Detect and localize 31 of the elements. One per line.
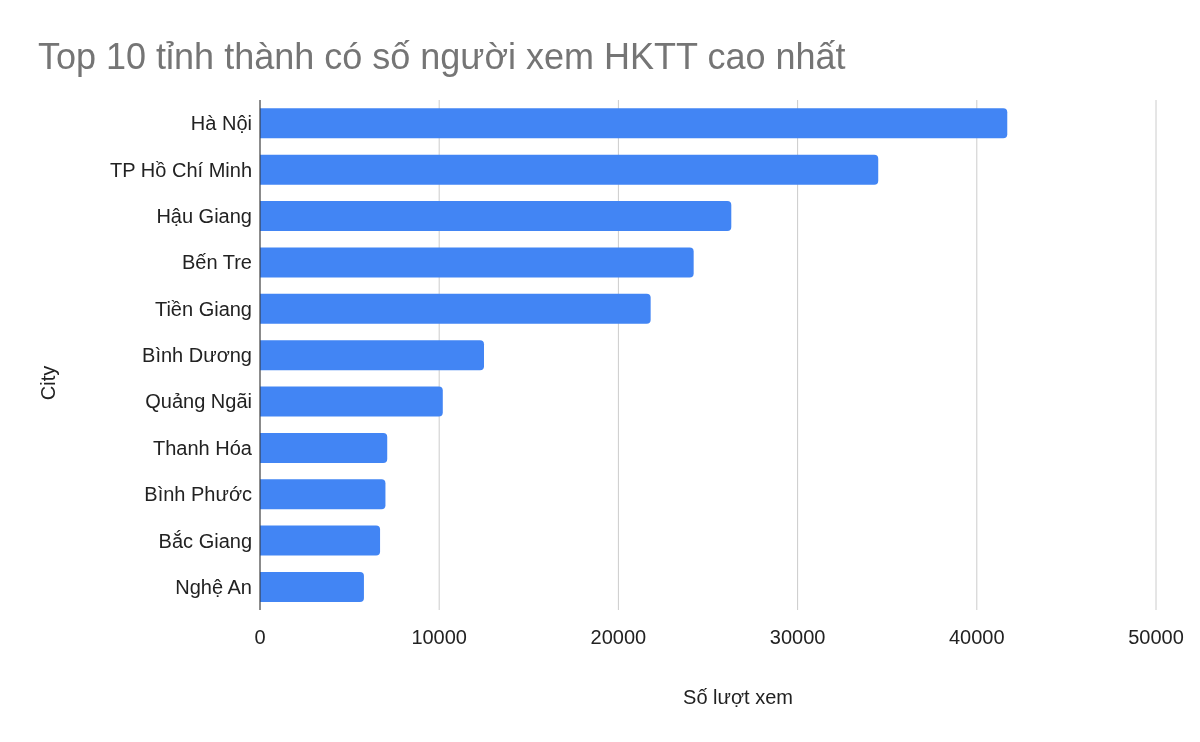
bar [260,525,381,556]
x-tick-label: 0 [254,626,266,649]
y-tick-label: Quảng Ngãi [145,390,252,413]
bar [260,293,651,324]
bar [260,108,1008,139]
chart-title: Top 10 tỉnh thành có số người xem HKTT cao nhất [38,36,846,78]
bar [260,432,388,463]
bar [260,247,694,278]
bar [260,386,443,417]
x-tick-label: 20000 [590,626,647,649]
x-tick-label: 50000 [1128,626,1184,649]
x-axis-title: Số lượt xem [682,686,794,709]
y-axis-title: City [36,365,60,401]
y-tick-label: Hậu Giang [156,205,252,228]
y-tick-label: Bình Dương [142,344,252,367]
bar [260,479,386,510]
x-tick-label: 30000 [769,626,826,649]
y-tick-label: Bến Tre [181,251,252,274]
x-tick-label: 40000 [948,626,1005,649]
x-tick-label: 10000 [411,626,468,649]
y-tick-label: Bắc Giang [158,529,252,552]
bar [260,154,879,185]
bar [260,571,364,602]
y-tick-label: Nghệ An [175,575,252,598]
bar [260,201,732,232]
bar [260,340,484,371]
y-tick-label: Tiền Giang [154,297,252,320]
y-tick-label: Thanh Hóa [153,436,253,459]
y-tick-label: Hà Nội [190,112,252,135]
y-tick-label: Bình Phước [144,483,252,506]
y-tick-label: TP Hồ Chí Minh [110,158,252,181]
